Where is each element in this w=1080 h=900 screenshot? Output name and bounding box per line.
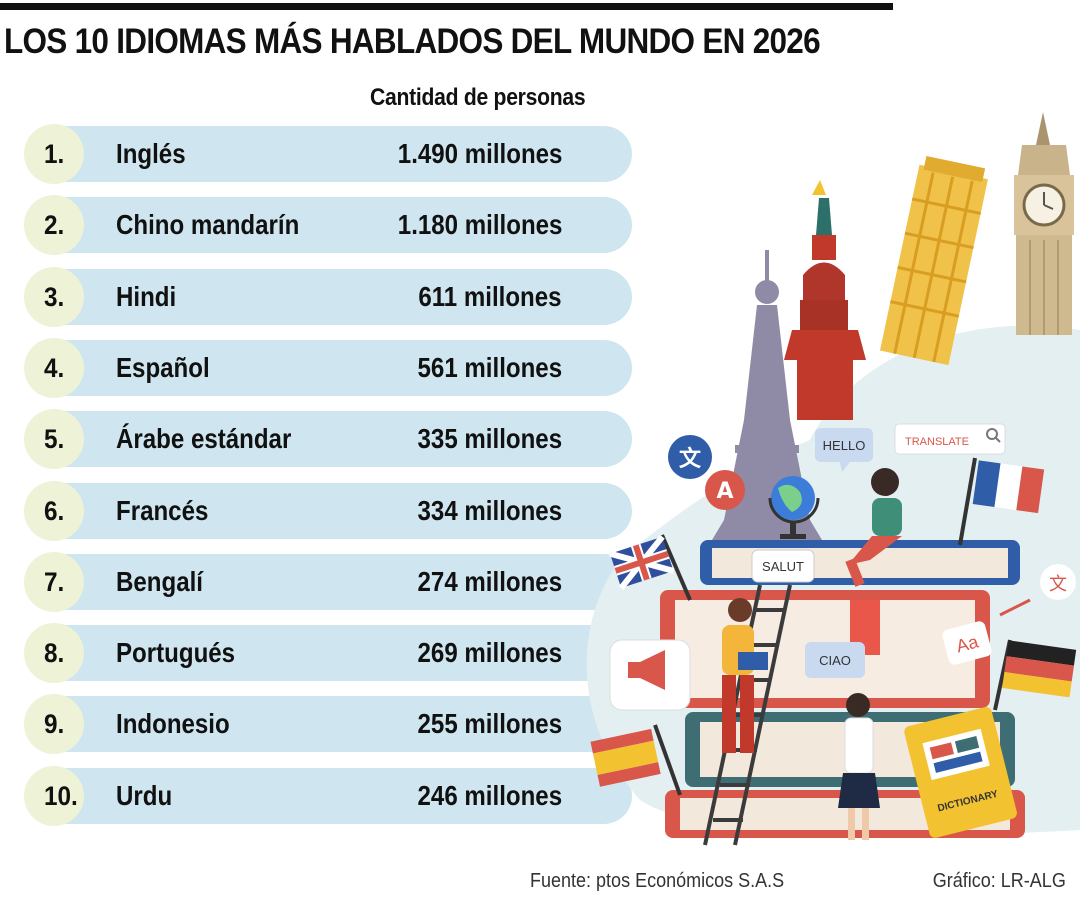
table-row: 3. Hindi 611 millones (24, 267, 632, 327)
megaphone-bubble-icon (609, 639, 691, 711)
translate-label: TRANSLATE (905, 436, 969, 448)
language-label: Español (116, 352, 210, 383)
rank-label: 2. (44, 210, 65, 240)
rank-circle (24, 267, 84, 327)
rank-label: 5. (44, 424, 65, 454)
salut-label: SALUT (762, 559, 804, 574)
spain-flag-icon (590, 724, 682, 796)
row-bar (52, 483, 632, 539)
rank-label: 7. (44, 567, 65, 597)
rank-circle (24, 552, 84, 612)
rank-label: 1. (44, 139, 65, 169)
chart-title: LOS 10 IDIOMAS MÁS HABLADOS DEL MUNDO EN… (4, 22, 821, 61)
rank-circle (24, 766, 84, 826)
language-label: Bengalí (116, 566, 203, 597)
row-bar (52, 411, 632, 467)
row-bar (52, 768, 632, 824)
dictionary-icon: DICTIONARY (904, 707, 1017, 838)
rank-circle (24, 124, 84, 184)
language-label: Hindi (116, 281, 177, 312)
row-bar (52, 625, 632, 681)
column-header-speakers: Cantidad de personas (370, 84, 586, 111)
rank-label: 8. (44, 638, 65, 668)
aa-bubble-icon: Aa (942, 621, 992, 665)
rank-label: 4. (44, 353, 65, 383)
table-row: 2. Chino mandarín 1.180 millones (24, 195, 632, 255)
letter-a-badge-icon: A (705, 470, 745, 510)
source-note: Fuente: ptos Económicos S.A.S (530, 870, 785, 892)
globe-icon (768, 476, 820, 539)
speakers-label: 611 millones (418, 281, 562, 312)
table-row: 7. Bengalí 274 millones (24, 552, 632, 612)
rank-circle (24, 694, 84, 754)
language-label: Indonesio (116, 708, 230, 739)
germany-flag-icon (993, 639, 1077, 711)
table-row: 1. Inglés 1.490 millones (24, 124, 632, 184)
person-reading-icon (722, 598, 768, 753)
language-label: Urdu (116, 780, 173, 811)
row-bar (52, 696, 632, 752)
graphic-credit: Gráfico: LR-ALG (932, 870, 1066, 892)
table-row: 6. Francés 334 millones (24, 481, 632, 541)
table-row: 8. Portugués 269 millones (24, 623, 632, 683)
salut-bubble-icon: SALUT (751, 549, 815, 583)
translate-search-icon: TRANSLATE (894, 423, 1006, 455)
top-rule (0, 3, 893, 10)
rank-label: 6. (44, 496, 65, 526)
rank-label: 3. (44, 282, 65, 312)
leaning-tower-icon (879, 155, 988, 366)
row-bar (52, 126, 632, 182)
uk-flag-icon (609, 534, 692, 601)
rank-circle (24, 338, 84, 398)
language-label: Inglés (116, 138, 186, 169)
row-bar (52, 197, 632, 253)
speakers-label: 269 millones (417, 637, 562, 668)
ciao-bubble-icon: CIAO (805, 642, 865, 678)
rank-label: 9. (44, 709, 65, 739)
speakers-label: 334 millones (417, 495, 562, 526)
rank-label: 10. (44, 781, 78, 811)
rank-circle (24, 623, 84, 683)
glyph-bubble-icon: 文 (999, 564, 1076, 617)
row-bar (52, 554, 632, 610)
speakers-label: 255 millones (417, 708, 562, 739)
table-row: 4. Español 561 millones (24, 338, 632, 398)
language-label: Francés (116, 495, 209, 526)
row-bar (52, 340, 632, 396)
speakers-label: 335 millones (417, 423, 562, 454)
hello-bubble-icon: HELLO (815, 428, 873, 472)
languages-illustration: 文 A HELLO TRANSLATE SALUT CIAO Aa (586, 112, 1080, 846)
ciao-label: CIAO (819, 653, 851, 668)
language-label: Portugués (116, 637, 236, 668)
glyph-label: 文 (1049, 574, 1067, 595)
language-label: Árabe estándar (116, 423, 292, 454)
table-row: 5. Árabe estándar 335 millones (24, 409, 632, 469)
speakers-label: 1.180 millones (397, 209, 562, 240)
letter-a-label: A (716, 479, 733, 504)
table-row: 10. Urdu 246 millones (24, 766, 632, 826)
table-row: 9. Indonesio 255 millones (24, 694, 632, 754)
big-ben-icon (1014, 112, 1074, 335)
speakers-label: 561 millones (417, 352, 562, 383)
rank-circle (24, 481, 84, 541)
rank-circle (24, 409, 84, 469)
row-bar (52, 269, 632, 325)
person-sitting-icon (845, 468, 902, 587)
speakers-label: 1.490 millones (397, 138, 562, 169)
speakers-label: 274 millones (417, 566, 562, 597)
speakers-label: 246 millones (417, 780, 562, 811)
wen-glyph-label: 文 (679, 446, 702, 472)
language-label: Chino mandarín (116, 209, 300, 240)
france-flag-icon (958, 457, 1045, 546)
rank-circle (24, 195, 84, 255)
person-standing-icon (838, 693, 880, 840)
hello-label: HELLO (823, 438, 866, 453)
translate-glyph-badge-icon: 文 (668, 435, 712, 479)
kremlin-tower-icon (784, 180, 866, 420)
